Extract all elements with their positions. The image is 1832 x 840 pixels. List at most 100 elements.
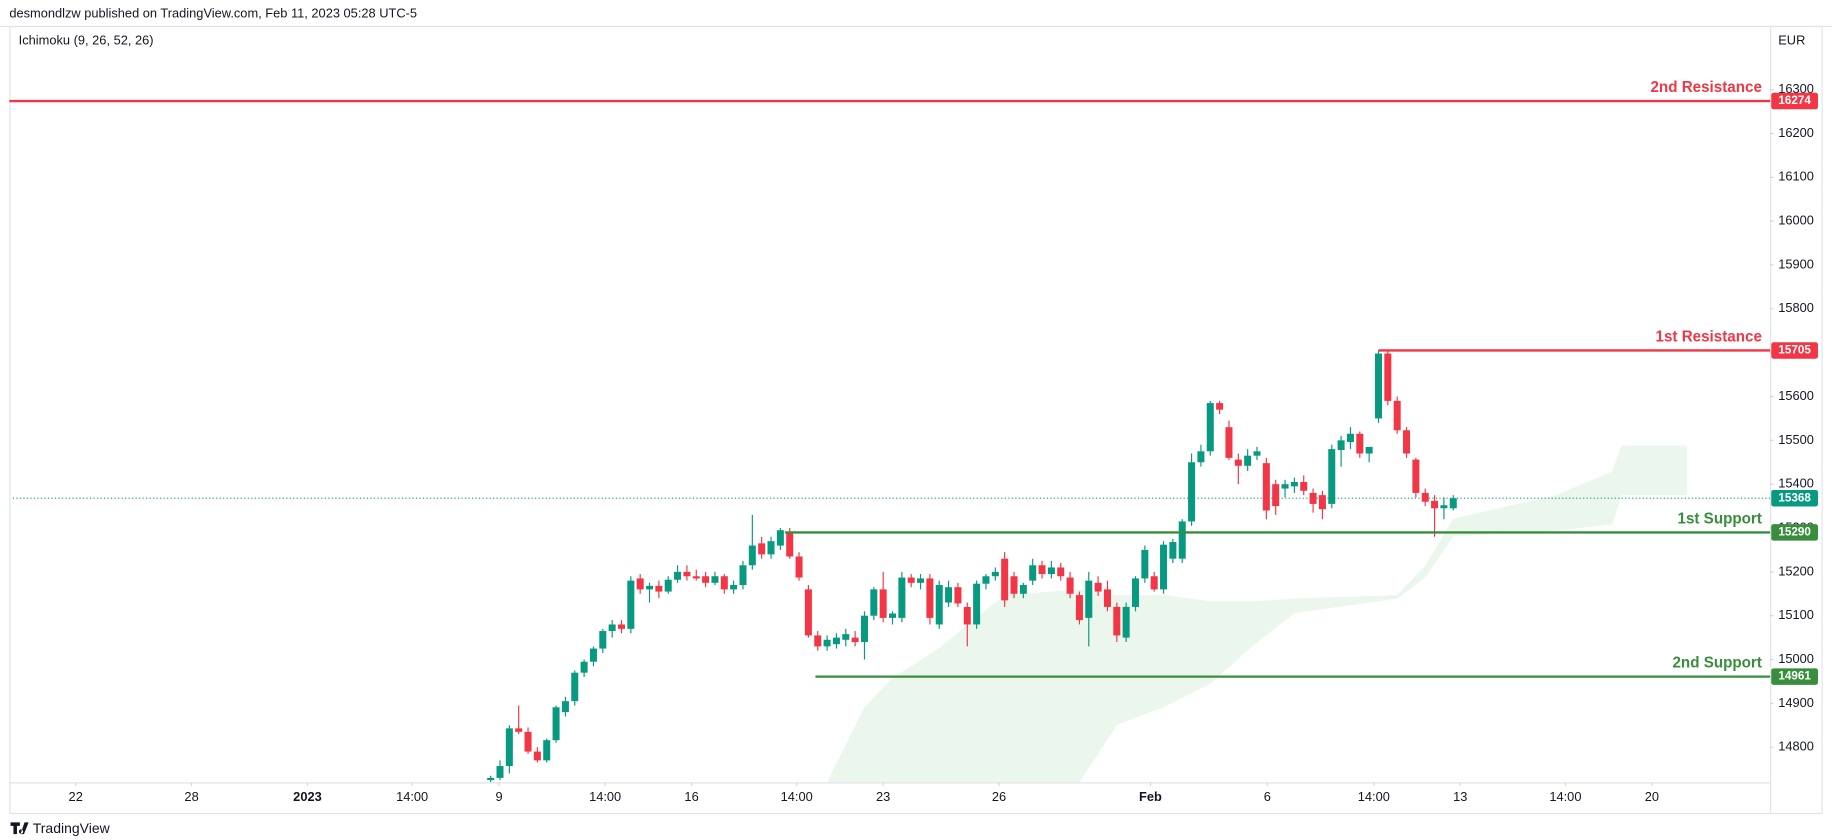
candle-body	[627, 580, 635, 629]
candle-body	[870, 589, 878, 616]
candle-body	[496, 766, 504, 778]
candle-body	[1001, 558, 1009, 601]
candle-body	[1234, 459, 1242, 466]
candle-body	[1384, 353, 1392, 401]
candle-body	[907, 577, 915, 583]
candle-body	[776, 530, 784, 546]
candle-body	[945, 587, 953, 603]
candle-body	[1253, 451, 1261, 456]
level-name: 1st Support	[1678, 510, 1762, 527]
candle-body	[1374, 353, 1382, 419]
candle-body	[1225, 427, 1233, 458]
candle-body	[1300, 481, 1308, 491]
x-tick-label: 14:00	[1549, 789, 1581, 804]
candle-body	[1346, 433, 1354, 443]
last-price-box	[1771, 489, 1818, 507]
candle-body	[982, 576, 990, 584]
y-tick-label: 16200	[1778, 125, 1814, 140]
candle-body	[1216, 403, 1224, 410]
level-price-box	[1771, 668, 1818, 685]
candle-body	[814, 635, 822, 647]
candle-body	[1431, 500, 1439, 509]
candle-body	[823, 639, 831, 647]
level-price: 15705	[1778, 344, 1811, 357]
x-tick-label: 20	[1645, 789, 1659, 804]
candle-body	[1440, 505, 1448, 509]
candle-body	[1197, 451, 1205, 463]
candle-body	[1403, 430, 1411, 454]
candle-body	[1010, 576, 1018, 594]
candle-body	[1262, 463, 1270, 511]
candle-body	[1141, 549, 1149, 579]
x-tick-label: 23	[876, 789, 890, 804]
candle-body	[580, 661, 588, 673]
brand: TradingView	[33, 820, 111, 836]
candle-body	[664, 579, 672, 592]
x-tick-label: 16	[684, 789, 698, 804]
candle-body	[1206, 403, 1214, 452]
candle-body	[720, 576, 728, 590]
candle-body	[683, 571, 691, 577]
candle-body	[1337, 440, 1345, 450]
candle-body	[1169, 542, 1177, 559]
x-tick-label: 28	[184, 789, 198, 804]
candle-body	[1038, 565, 1046, 575]
x-tick-label: 9	[495, 789, 502, 804]
candle-body	[617, 624, 625, 629]
y-tick-label: 16300	[1778, 81, 1814, 96]
candle-body	[524, 731, 532, 752]
level-price-box	[1771, 342, 1818, 359]
candle-body	[1150, 576, 1158, 590]
candle-body	[879, 589, 887, 618]
candle-body	[608, 624, 616, 632]
level-name: 2nd Resistance	[1650, 79, 1761, 96]
candle-body	[851, 637, 859, 642]
candle-body	[655, 585, 663, 592]
candle-body	[1365, 446, 1373, 454]
candle-body	[804, 589, 812, 636]
candle-body	[589, 648, 597, 662]
candle-body	[487, 777, 495, 781]
candle-body	[711, 576, 719, 583]
indicator-label: Ichimoku (9, 26, 52, 26)	[19, 33, 154, 48]
y-tick-label: 15600	[1778, 388, 1814, 403]
candle-body	[1113, 606, 1121, 636]
candle-body	[1178, 521, 1186, 559]
candle-body	[1318, 495, 1326, 510]
y-tick-label: 16100	[1778, 169, 1814, 184]
candle-body	[636, 578, 644, 590]
y-tick-label: 15900	[1778, 256, 1814, 271]
y-tick-label: 14800	[1778, 739, 1814, 754]
candle-body	[1047, 567, 1055, 575]
candle-body	[1290, 481, 1298, 487]
candle-body	[1094, 582, 1102, 592]
level-price-box	[1771, 524, 1818, 541]
candle-body	[991, 571, 999, 577]
x-tick-label: 6	[1264, 789, 1271, 804]
y-tick-label: 15400	[1778, 476, 1814, 491]
candle-body	[515, 728, 523, 732]
candle-body	[973, 583, 981, 625]
candle-body	[1421, 492, 1429, 502]
candle-body	[533, 751, 541, 761]
candle-body	[1356, 433, 1364, 454]
level-name: 2nd Support	[1672, 655, 1761, 672]
candle-body	[1188, 462, 1196, 522]
candle-body	[1412, 459, 1420, 493]
x-tick-label: 14:00	[1358, 789, 1390, 804]
candle-body	[1103, 589, 1111, 607]
candle-body	[730, 585, 738, 590]
candle-body	[1281, 484, 1289, 489]
candle-body	[571, 672, 579, 702]
candle-body	[889, 613, 897, 618]
candle-body	[748, 545, 756, 566]
x-tick-label: Feb	[1139, 789, 1162, 804]
candle-body	[646, 585, 654, 590]
candle-body	[786, 532, 794, 557]
candle-body	[505, 728, 513, 767]
candle-body	[832, 637, 840, 645]
x-tick-label: 2023	[293, 789, 322, 804]
candle-body	[1057, 567, 1065, 577]
y-tick-label: 15000	[1778, 651, 1814, 666]
